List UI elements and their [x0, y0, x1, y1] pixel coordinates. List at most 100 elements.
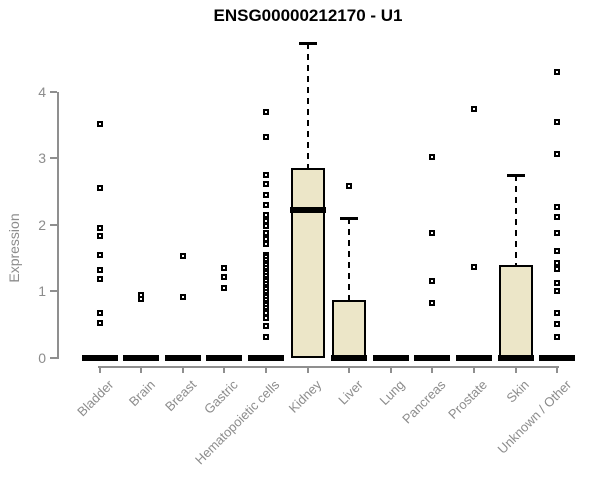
x-tick [98, 367, 101, 373]
median-line [497, 355, 534, 361]
y-tick-label: 0 [38, 350, 46, 366]
x-tick-label: Gastric [201, 377, 241, 417]
outlier-point [221, 285, 228, 292]
median-line [123, 355, 160, 361]
outlier-point [179, 253, 186, 260]
outlier-point [554, 266, 561, 273]
outlier-point [262, 323, 269, 330]
x-tick-label: Kidney [285, 377, 325, 416]
outlier-point [179, 293, 186, 300]
y-tick-label: 4 [38, 83, 46, 100]
outlier-point [554, 280, 561, 287]
whisker [348, 218, 351, 301]
outlier-point [429, 300, 436, 307]
outlier-point [554, 259, 561, 266]
outlier-point [221, 265, 228, 272]
y-tick [50, 290, 57, 293]
median-line [455, 355, 492, 361]
outlier-point [554, 230, 561, 237]
outlier-point [262, 212, 269, 219]
median-line [81, 355, 118, 361]
whisker-cap [506, 173, 525, 177]
outlier-point [96, 319, 103, 326]
median-line [164, 355, 201, 361]
outlier-point [262, 108, 269, 115]
y-axis-line [57, 91, 59, 359]
outlier-point [262, 171, 269, 178]
box [332, 300, 367, 358]
x-tick-label: Lung [376, 377, 408, 409]
outlier-point [554, 310, 561, 317]
outlier-point [470, 105, 477, 112]
outlier-point [262, 230, 269, 237]
x-tick [514, 367, 517, 373]
outlier-point [262, 201, 269, 208]
outlier-point [96, 120, 103, 127]
x-tick [389, 367, 392, 373]
whisker-cap [298, 41, 317, 45]
outlier-point [262, 217, 269, 224]
outlier-point [96, 276, 103, 283]
outlier-point [262, 241, 269, 248]
outlier-point [96, 185, 103, 192]
outlier-point [554, 214, 561, 221]
outlier-point [554, 118, 561, 125]
x-tick [264, 367, 267, 373]
y-tick-label: 2 [38, 216, 46, 233]
outlier-point [554, 333, 561, 340]
median-line [331, 355, 368, 361]
outlier-point [96, 309, 103, 316]
y-tick [50, 223, 57, 226]
outlier-point [429, 229, 436, 236]
x-tick-label: Pancreas [399, 377, 449, 427]
x-tick [431, 367, 434, 373]
x-tick [306, 367, 309, 373]
box [498, 264, 533, 358]
chart-title: ENSG00000212170 - U1 [213, 6, 403, 25]
x-axis-line [97, 366, 560, 368]
outlier-point [429, 153, 436, 160]
y-tick [50, 157, 57, 160]
outlier-point [138, 296, 145, 303]
outlier-point [262, 223, 269, 230]
x-tick-label: Bladder [73, 377, 117, 420]
outlier-point [554, 247, 561, 254]
box [290, 168, 325, 358]
outlier-point [96, 225, 103, 232]
whisker [306, 42, 309, 169]
x-tick [223, 367, 226, 373]
outlier-point [262, 333, 269, 340]
median-line [372, 355, 409, 361]
whisker-cap [340, 217, 359, 221]
median-line [539, 355, 576, 361]
outlier-point [262, 235, 269, 242]
x-tick-label: Unknown / Other [494, 377, 574, 457]
outlier-point [429, 277, 436, 284]
y-tick [50, 90, 57, 93]
whisker [514, 174, 517, 265]
outlier-point [554, 203, 561, 210]
outlier-point [554, 68, 561, 75]
x-tick-label: Prostate [445, 377, 491, 422]
outlier-point [96, 267, 103, 274]
y-tick-label: 3 [38, 150, 46, 167]
x-tick-label: Breast [162, 377, 200, 415]
y-tick [50, 357, 57, 359]
outlier-point [221, 273, 228, 280]
outlier-point [346, 183, 353, 190]
median-line [414, 355, 451, 361]
outlier-point [96, 233, 103, 240]
y-tick-label: 1 [38, 283, 46, 300]
outlier-point [262, 181, 269, 188]
outlier-point [470, 264, 477, 271]
outlier-point [262, 133, 269, 140]
outlier-point [262, 191, 269, 198]
x-tick [140, 367, 143, 373]
outlier-point [554, 321, 561, 328]
outlier-point [96, 251, 103, 258]
median-line [206, 355, 243, 361]
x-tick [348, 367, 351, 373]
x-tick-label: Liver [335, 377, 366, 408]
x-tick-label: Brain [125, 377, 158, 410]
